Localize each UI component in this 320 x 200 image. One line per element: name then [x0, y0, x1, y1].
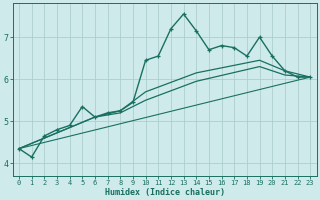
X-axis label: Humidex (Indice chaleur): Humidex (Indice chaleur) — [105, 188, 225, 197]
